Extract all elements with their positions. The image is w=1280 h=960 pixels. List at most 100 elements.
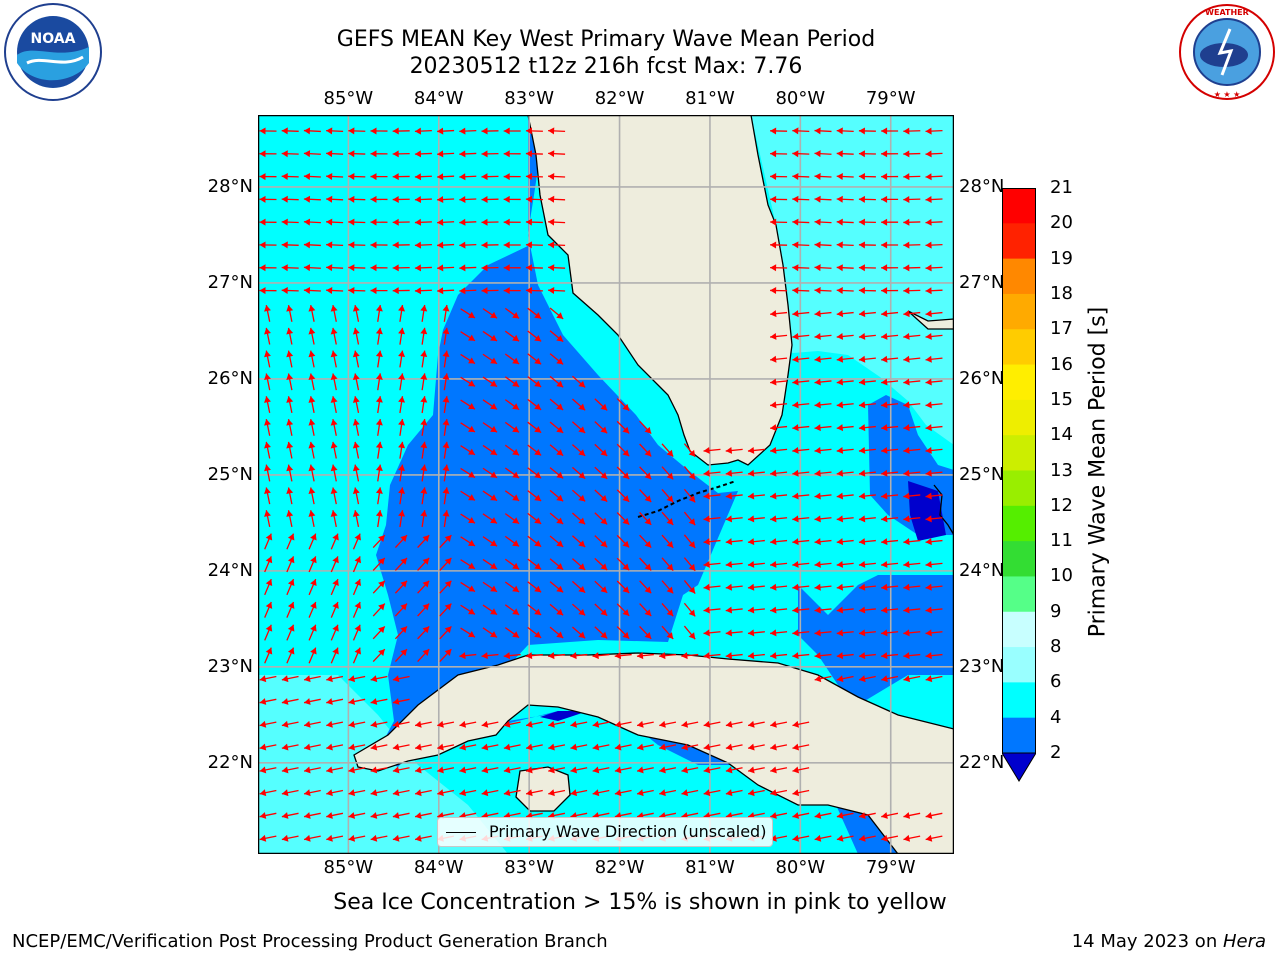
- colorbar-tick-label: 12: [1050, 494, 1073, 516]
- wave-arrow: [420, 441, 428, 459]
- wave-arrow: [398, 396, 406, 414]
- wave-arrow: [308, 373, 316, 391]
- wave-arrow: [594, 626, 608, 639]
- wave-arrow: [264, 510, 271, 528]
- wave-arrow: [836, 675, 854, 683]
- footer-date-text: 14 May 2023 on: [1071, 931, 1223, 952]
- wave-arrow: [442, 396, 450, 414]
- wave-arrow: [925, 173, 943, 181]
- wave-arrow: [459, 789, 477, 797]
- wave-arrow: [459, 743, 477, 751]
- wave-arrow: [703, 560, 721, 568]
- wave-arrow: [398, 418, 406, 436]
- wave-arrow: [925, 241, 943, 249]
- wave-arrow: [571, 603, 586, 616]
- wave-arrow: [264, 418, 271, 436]
- wave-arrow: [504, 444, 520, 456]
- wave-arrow: [881, 195, 899, 203]
- wave-arrow: [503, 264, 521, 272]
- wave-arrow: [264, 624, 273, 641]
- wave-arrow: [836, 332, 854, 340]
- wave-arrow: [792, 401, 810, 409]
- lat-label-left: 27°N: [207, 271, 253, 293]
- wave-arrow: [525, 218, 543, 226]
- ocean-mid-period-bahamas: [798, 575, 954, 705]
- lat-label-left: 25°N: [207, 463, 253, 485]
- wave-arrow: [548, 286, 566, 294]
- wave-arrow: [639, 443, 652, 457]
- wave-arrow: [858, 218, 876, 226]
- wave-arrow: [814, 652, 832, 660]
- wave-arrow: [925, 492, 943, 500]
- wave-arrow: [259, 720, 277, 728]
- wave-arrow: [286, 418, 294, 436]
- nws-logo-icon: WEATHER ★ ★ ★: [1179, 4, 1275, 100]
- wave-arrow: [348, 743, 366, 751]
- wave-arrow: [286, 304, 294, 322]
- wave-arrow: [504, 421, 520, 433]
- wave-arrow: [442, 350, 450, 368]
- wave-arrow: [881, 834, 899, 842]
- wave-arrow: [925, 287, 943, 295]
- wave-arrow: [460, 376, 476, 387]
- wave-arrow: [348, 675, 366, 683]
- sea-ice-note: Sea Ice Concentration > 15% is shown in …: [333, 890, 947, 915]
- wave-arrow: [303, 218, 321, 226]
- wave-arrow: [372, 557, 386, 571]
- wave-arrow: [858, 310, 876, 318]
- wave-arrow: [370, 287, 388, 295]
- wave-arrow: [326, 127, 344, 135]
- wave-arrow: [858, 446, 876, 454]
- wave-arrow: [903, 652, 921, 660]
- wave-arrow: [836, 378, 854, 386]
- wave-arrow: [259, 698, 277, 705]
- wave-arrow: [392, 834, 410, 842]
- wave-arrow: [903, 401, 921, 409]
- wave-arrow: [398, 464, 406, 482]
- wave-arrow: [725, 560, 743, 568]
- wave-arrow: [442, 441, 450, 459]
- wave-arrow: [420, 350, 428, 368]
- wave-arrow: [259, 743, 277, 751]
- wave-arrow: [330, 418, 338, 436]
- wave-arrow: [286, 624, 295, 641]
- wave-arrow: [414, 812, 432, 819]
- wave-arrow: [414, 264, 432, 272]
- wave-arrow: [370, 150, 388, 158]
- wave-arrow: [437, 196, 455, 204]
- wave-arrow: [770, 789, 788, 797]
- wave-arrow: [792, 720, 810, 728]
- svg-text:WEATHER: WEATHER: [1205, 8, 1249, 17]
- wave-arrow: [348, 812, 366, 819]
- colorbar-segment: [1002, 223, 1036, 260]
- wave-arrow: [303, 766, 321, 774]
- colorbar-segment: [1002, 470, 1036, 507]
- wave-arrow: [814, 560, 832, 568]
- wave-arrow: [636, 720, 654, 728]
- wave-arrow: [326, 172, 344, 180]
- wave-arrow: [398, 304, 406, 322]
- colorbar-segment: [1002, 435, 1036, 471]
- wave-arrow: [881, 401, 899, 409]
- lat-label-right: 24°N: [959, 559, 1005, 581]
- wave-arrow: [392, 264, 410, 272]
- wave-arrow: [308, 418, 316, 436]
- wave-arrow: [903, 515, 921, 523]
- wave-arrow: [703, 743, 721, 751]
- wave-arrow: [437, 241, 455, 249]
- wave-arrow: [264, 556, 273, 573]
- graticule: [258, 115, 954, 854]
- wave-arrow: [330, 304, 338, 322]
- lat-label-left: 28°N: [207, 175, 253, 197]
- wave-arrow: [681, 766, 699, 774]
- wave-arrow: [481, 264, 499, 272]
- wave-arrow: [375, 418, 383, 436]
- wave-arrow: [281, 150, 299, 158]
- wave-arrow: [725, 743, 743, 751]
- wave-arrow: [394, 603, 408, 617]
- wave-arrow: [527, 376, 542, 388]
- wave-arrow: [548, 218, 566, 226]
- wave-arrow: [372, 580, 386, 594]
- wave-arrow: [661, 557, 674, 572]
- colorbar-segment: [1002, 293, 1036, 330]
